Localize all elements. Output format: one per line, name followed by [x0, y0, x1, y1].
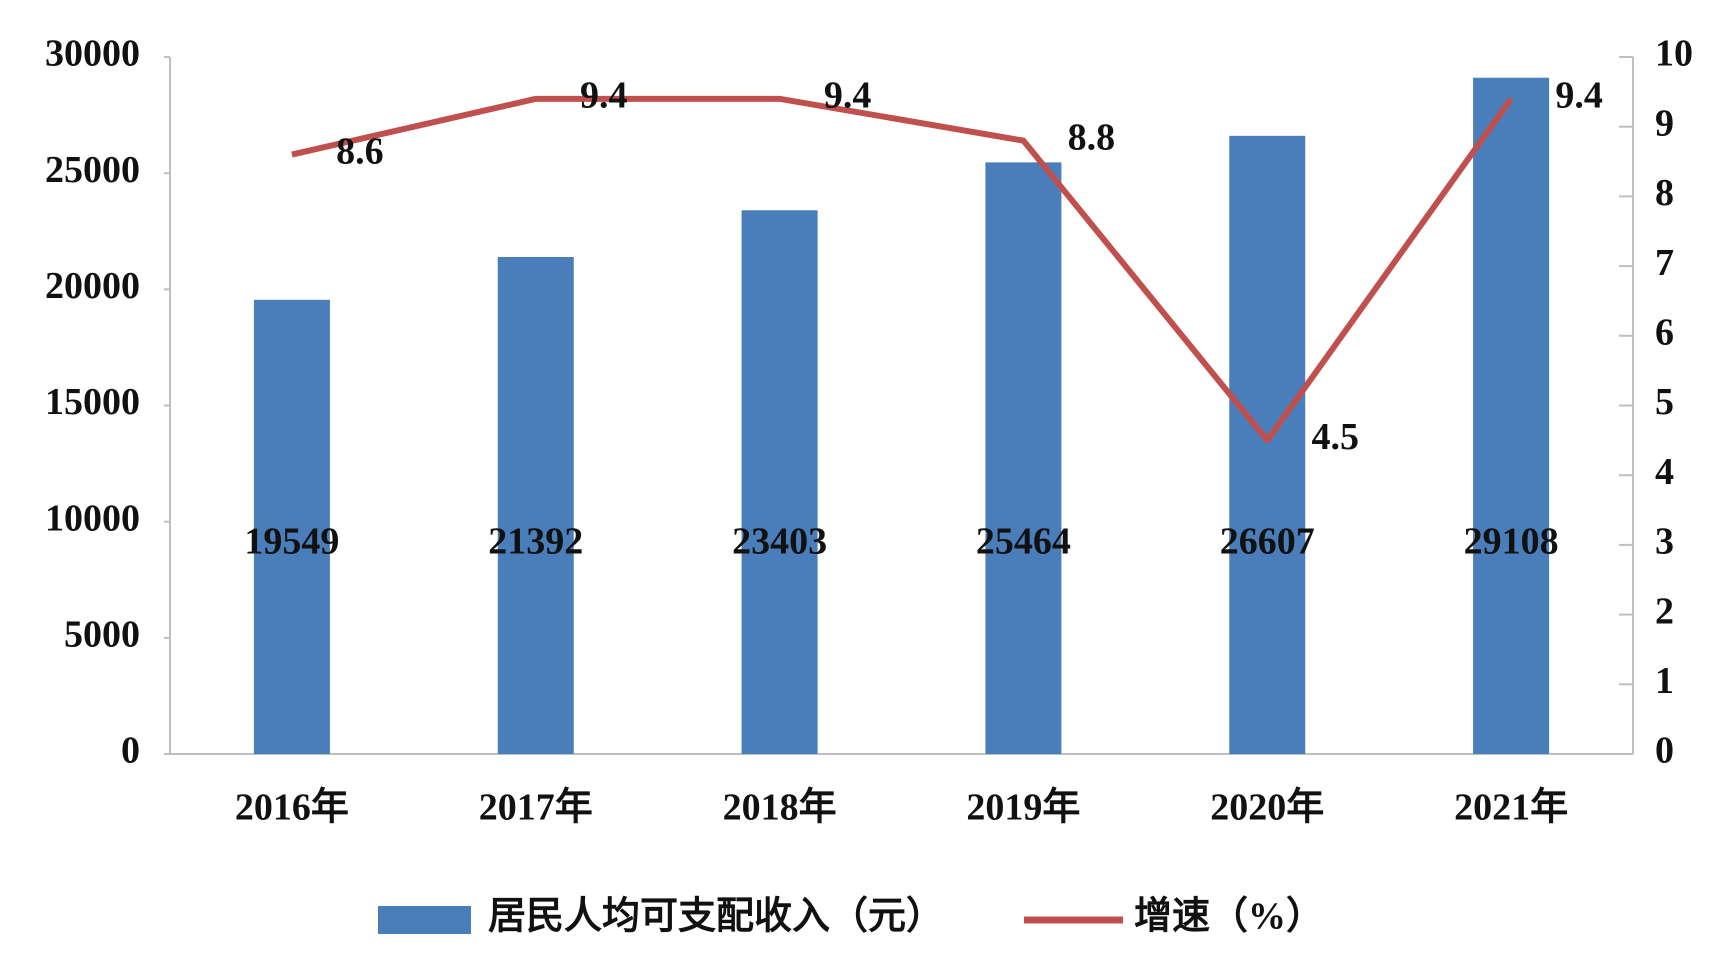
legend-label: 增速（%）: [1134, 896, 1324, 938]
y2-tick-label: 0: [1655, 730, 1674, 772]
x-tick-label: 2021年: [1454, 787, 1568, 829]
bar-value-label: 23403: [732, 521, 827, 563]
line-value-label: 4.5: [1312, 416, 1360, 458]
bar: [497, 256, 574, 754]
y2-tick-label: 2: [1655, 590, 1674, 632]
y-tick-label: 0: [121, 730, 140, 772]
bar: [1229, 135, 1306, 755]
bar-value-label: 26607: [1220, 521, 1315, 563]
bar-value-label: 19549: [244, 521, 339, 563]
bar-value-label: 29108: [1464, 521, 1559, 563]
y2-tick-label: 4: [1655, 451, 1674, 493]
y-tick-label: 5000: [64, 614, 140, 656]
y2-tick-label: 1: [1655, 660, 1674, 702]
y-tick-label: 30000: [45, 33, 140, 75]
line-value-label: 9.4: [1555, 75, 1603, 117]
line-value-label: 9.4: [824, 75, 872, 117]
line: [291, 95, 1514, 444]
y2-tick-label: 5: [1655, 381, 1674, 423]
bar: [741, 210, 818, 755]
legend-label: 居民人均可支配收入（元）: [488, 896, 944, 938]
x-tick-label: 2018年: [723, 787, 837, 829]
y-tick-label: 20000: [45, 265, 140, 307]
legend-swatch: [378, 906, 471, 934]
bar: [253, 299, 330, 754]
line-value-label: 9.4: [580, 75, 628, 117]
bar: [985, 162, 1062, 754]
y2-tick-label: 9: [1655, 102, 1674, 144]
x-tick-label: 2020年: [1210, 787, 1324, 829]
y-tick-label: 15000: [45, 381, 140, 423]
bar-value-label: 25464: [976, 521, 1071, 563]
y2-tick-label: 8: [1655, 172, 1674, 214]
y-tick-label: 25000: [45, 149, 140, 191]
y2-tick-label: 7: [1655, 242, 1674, 284]
y2-tick-label: 6: [1655, 312, 1674, 354]
line-value-label: 8.8: [1068, 116, 1116, 158]
x-tick-label: 2019年: [966, 787, 1080, 829]
bar: [1473, 77, 1550, 755]
y-tick-label: 10000: [45, 497, 140, 539]
y2-tick-label: 10: [1655, 33, 1693, 75]
x-tick-label: 2017年: [479, 787, 593, 829]
line-value-label: 8.6: [336, 130, 384, 172]
bar-value-label: 21392: [488, 521, 583, 563]
x-tick-label: 2016年: [235, 787, 349, 829]
y2-tick-label: 3: [1655, 521, 1674, 563]
